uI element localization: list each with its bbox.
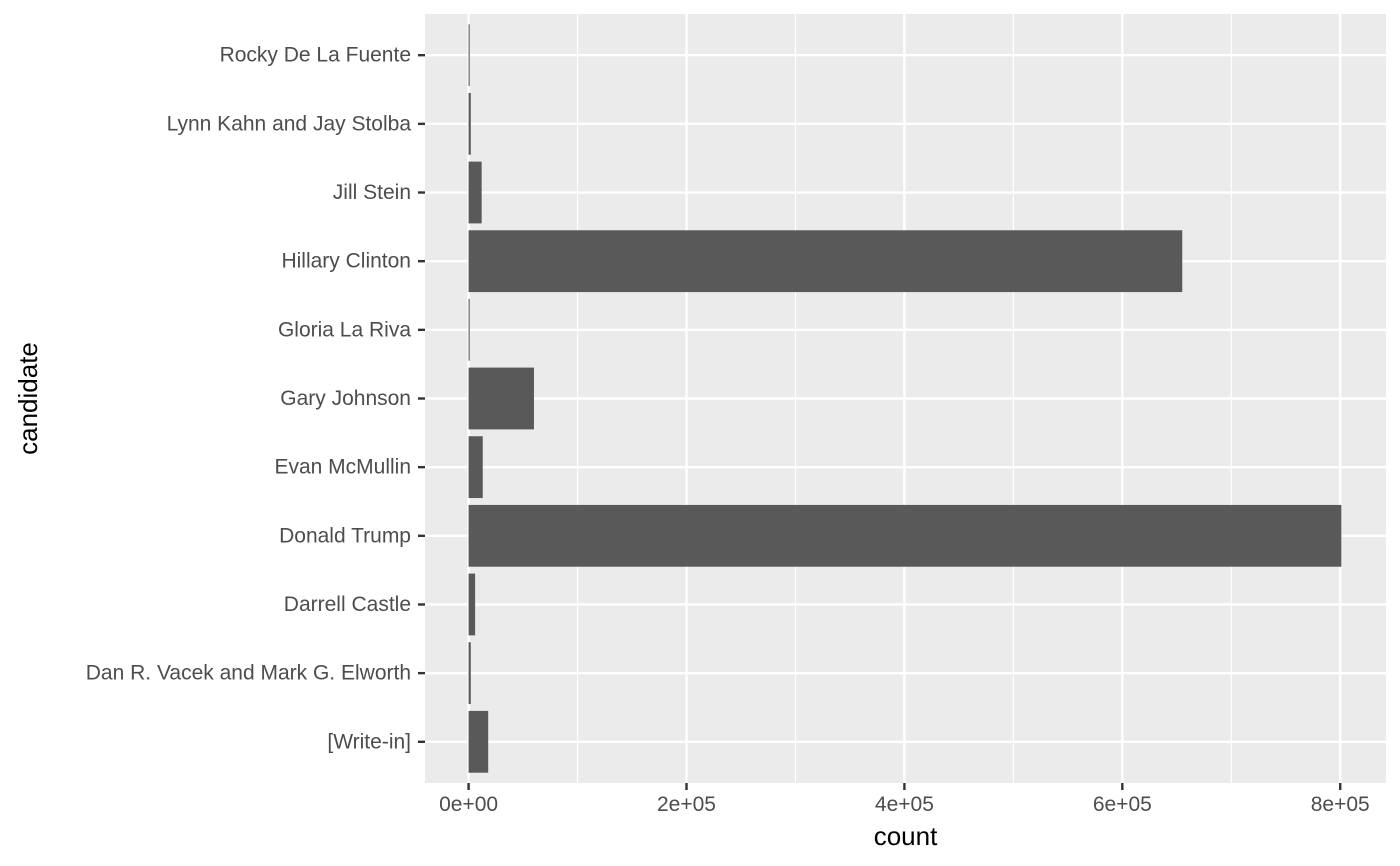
y-tick-label: Lynn Kahn and Jay Stolba xyxy=(167,112,412,135)
bar xyxy=(468,161,482,224)
y-axis: [Write-in] Dan R. Vacek and Mark G. Elwor… xyxy=(86,44,425,753)
bar xyxy=(468,573,476,636)
x-tick-label: 4e+05 xyxy=(875,793,934,816)
bar xyxy=(468,504,1342,567)
bar xyxy=(468,642,471,705)
x-tick-label: 6e+05 xyxy=(1093,793,1152,816)
bar xyxy=(468,230,1183,293)
y-tick-label: Gary Johnson xyxy=(280,387,411,410)
bar xyxy=(468,710,489,773)
y-tick-label: Evan McMullin xyxy=(274,456,411,479)
y-axis-title: candidate xyxy=(13,342,43,455)
x-axis-title: count xyxy=(874,821,938,851)
bar xyxy=(468,24,470,87)
bar xyxy=(468,298,470,361)
bar xyxy=(468,92,471,155)
bar xyxy=(468,367,534,430)
y-tick-label: Hillary Clinton xyxy=(281,250,411,273)
y-tick-label: Jill Stein xyxy=(333,181,411,204)
y-tick-label: Donald Trump xyxy=(279,524,411,547)
bar xyxy=(468,436,483,499)
y-tick-label: Dan R. Vacek and Mark G. Elworth xyxy=(86,662,411,685)
major-gridlines xyxy=(425,14,1386,783)
x-axis: 0e+00 2e+05 4e+05 6e+05 8e+05 xyxy=(439,783,1370,816)
y-tick-label: Gloria La Riva xyxy=(278,318,411,341)
bars xyxy=(468,24,1342,773)
x-tick-label: 0e+00 xyxy=(439,793,498,816)
y-tick-label: [Write-in] xyxy=(327,730,411,753)
y-tick-label: Rocky De La Fuente xyxy=(220,44,411,67)
y-tick-label: Darrell Castle xyxy=(284,593,411,616)
x-tick-label: 2e+05 xyxy=(657,793,716,816)
x-tick-label: 8e+05 xyxy=(1311,793,1370,816)
